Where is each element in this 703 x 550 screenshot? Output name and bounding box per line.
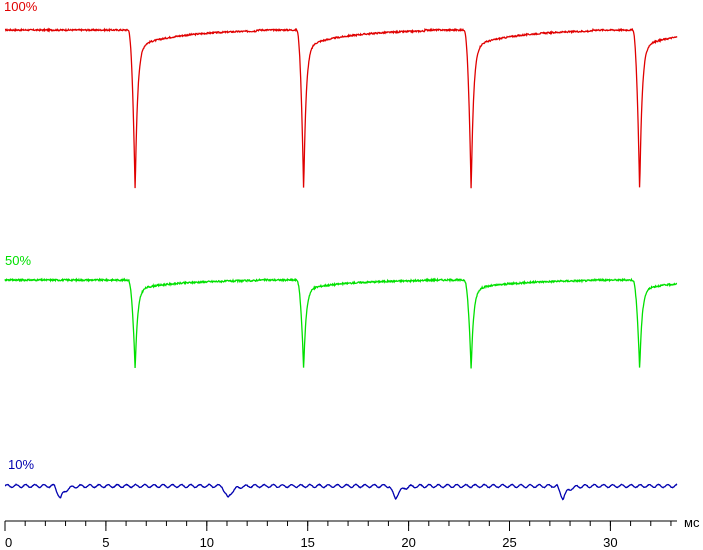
x-tick-label: 25 [502, 535, 516, 550]
x-tick-label: 15 [300, 535, 314, 550]
x-tick-label: 30 [603, 535, 617, 550]
series-line-100pct [4, 27, 678, 189]
x-tick-label: 5 [102, 535, 109, 550]
x-tick-label: 10 [200, 535, 214, 550]
x-tick-label: 20 [401, 535, 415, 550]
series-line-10pct [4, 483, 678, 501]
x-axis-unit: мс [684, 515, 700, 530]
series-layer: 100% 50% 10% [4, 0, 678, 501]
series-line-50pct [4, 277, 678, 369]
series-label: 100% [4, 0, 38, 14]
x-tick-label: 0 [5, 535, 12, 550]
x-axis: 0 5 10 15 20 25 30 [4, 520, 677, 550]
series-label: 10% [8, 457, 34, 472]
series-label: 50% [5, 253, 31, 268]
